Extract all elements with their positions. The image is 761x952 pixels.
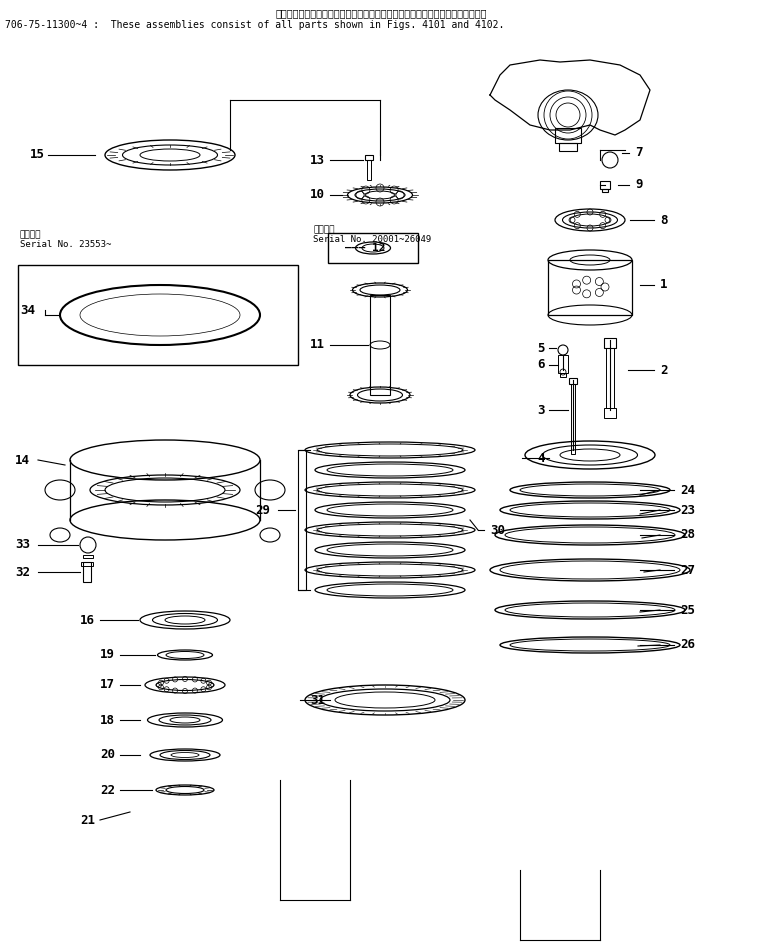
Text: 適用号機
Serial No. 23553~: 適用号機 Serial No. 23553~ xyxy=(20,230,111,249)
Text: 11: 11 xyxy=(310,339,325,351)
Bar xyxy=(298,450,306,590)
Text: ——— 12: ——— 12 xyxy=(345,243,386,253)
Bar xyxy=(559,143,577,151)
Text: 34: 34 xyxy=(20,304,35,316)
Bar xyxy=(18,265,298,365)
Text: 29: 29 xyxy=(255,504,270,517)
Bar xyxy=(548,260,632,315)
Text: 13: 13 xyxy=(310,153,325,167)
Text: 19: 19 xyxy=(100,648,115,662)
Text: 17: 17 xyxy=(100,679,115,691)
Text: これらのアセンブリの構成部品は第４１０１図および第４１０２図を含みます。: これらのアセンブリの構成部品は第４１０１図および第４１０２図を含みます。 xyxy=(275,8,487,18)
Text: 26: 26 xyxy=(680,639,695,651)
Text: 7: 7 xyxy=(635,147,642,160)
Text: 32: 32 xyxy=(15,565,30,579)
Text: 22: 22 xyxy=(100,783,115,797)
Text: 2: 2 xyxy=(660,364,667,376)
Text: 25: 25 xyxy=(680,604,695,617)
Bar xyxy=(602,189,608,192)
Bar xyxy=(555,128,581,143)
Text: 4: 4 xyxy=(537,451,545,465)
Bar xyxy=(367,160,371,180)
Text: 31: 31 xyxy=(310,693,325,706)
Text: 24: 24 xyxy=(680,484,695,497)
Bar xyxy=(83,555,93,558)
Text: 23: 23 xyxy=(680,504,695,517)
Text: 適用号機
Serial No. 20001~26049: 適用号機 Serial No. 20001~26049 xyxy=(313,225,431,245)
Text: 20: 20 xyxy=(100,748,115,762)
Text: 10: 10 xyxy=(310,188,325,202)
Text: 28: 28 xyxy=(680,528,695,542)
Bar xyxy=(569,378,577,384)
Text: 8: 8 xyxy=(660,213,667,227)
Bar xyxy=(370,295,390,395)
Bar xyxy=(606,348,614,408)
Text: 15: 15 xyxy=(30,149,45,162)
Text: 27: 27 xyxy=(680,564,695,577)
Bar xyxy=(328,233,418,263)
Text: 6: 6 xyxy=(537,359,545,371)
Text: 9: 9 xyxy=(635,179,642,191)
Bar xyxy=(558,355,568,373)
Bar xyxy=(571,384,575,454)
Bar xyxy=(600,181,610,189)
Bar xyxy=(604,338,616,348)
Text: 18: 18 xyxy=(100,713,115,726)
Bar xyxy=(365,155,373,160)
Text: 30: 30 xyxy=(490,524,505,537)
Bar xyxy=(83,562,91,582)
Text: 21: 21 xyxy=(80,814,95,826)
Bar xyxy=(81,562,93,566)
Text: 16: 16 xyxy=(80,613,95,626)
Text: 5: 5 xyxy=(537,342,545,354)
Bar xyxy=(560,373,566,377)
Text: 706-75-11300~4 :  These assemblies consist of all parts shown in Figs. 4101 and : 706-75-11300~4 : These assemblies consis… xyxy=(5,20,505,30)
Text: 3: 3 xyxy=(537,404,545,417)
Text: 1: 1 xyxy=(660,279,667,291)
Bar xyxy=(604,408,616,418)
Text: 33: 33 xyxy=(15,539,30,551)
Text: 14: 14 xyxy=(15,453,30,466)
